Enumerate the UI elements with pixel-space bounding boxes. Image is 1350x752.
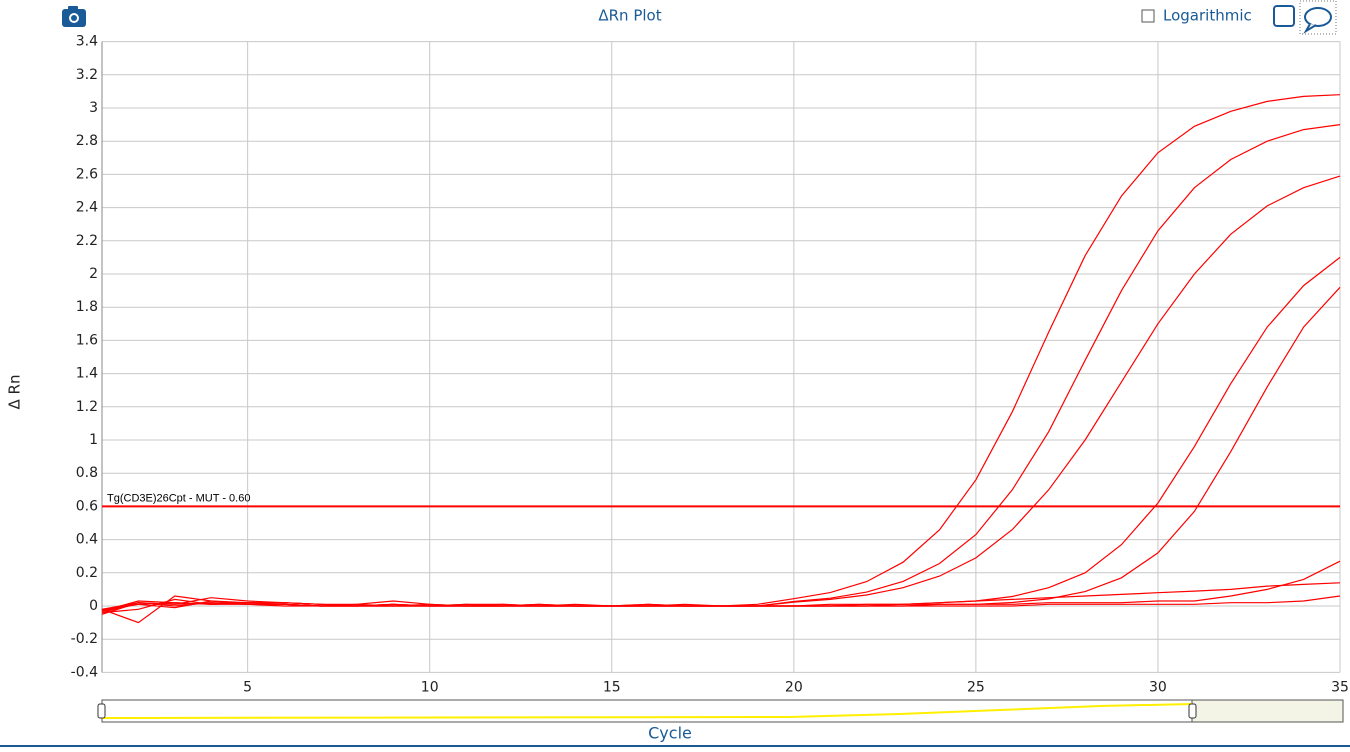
y-tick-label: 0.6 [76, 498, 98, 514]
amplification-curve [101, 560, 1341, 612]
camera-button[interactable] [62, 6, 86, 27]
y-tick-label: 3 [89, 100, 98, 116]
threshold-label: Tg(CD3E)26Cpt - MUT - 0.60 [107, 492, 250, 504]
y-tick-label: 0.4 [76, 532, 98, 548]
x-tick-label: 30 [1149, 679, 1167, 695]
y-axis-label: Δ Rn [6, 375, 24, 410]
x-tick-label: 20 [785, 679, 803, 695]
x-axis-label: Cycle [648, 724, 692, 743]
y-tick-label: 1 [89, 432, 98, 448]
x-tick-label: 10 [421, 679, 439, 695]
x-tick-label: 15 [603, 679, 621, 695]
log-checkbox[interactable] [1141, 9, 1155, 23]
y-tick-label: 2 [89, 266, 98, 282]
y-tick-label: 3.2 [76, 67, 98, 83]
amplification-curve [101, 595, 1341, 610]
y-tick-label: 2.8 [76, 133, 98, 149]
y-tick-label: 0.2 [76, 565, 98, 581]
y-tick-label: 1.4 [76, 366, 98, 382]
y-tick-label: 2.6 [76, 166, 98, 182]
amplification-curve [101, 175, 1341, 612]
amplification-curve [101, 124, 1341, 610]
y-tick-label: 2.4 [76, 200, 98, 216]
amplification-curve [101, 286, 1341, 615]
y-tick-label: 1.6 [76, 332, 98, 348]
y-tick-label: -0.2 [71, 631, 98, 647]
chart-title: ΔRn Plot [598, 7, 661, 25]
comment-button[interactable] [1299, 0, 1337, 35]
range-slider[interactable] [97, 699, 1344, 723]
log-label[interactable]: Logarithmic [1163, 7, 1252, 25]
y-tick-label: 0 [89, 598, 98, 614]
y-tick-label: 3.4 [76, 34, 98, 50]
x-tick-label: 5 [243, 679, 252, 695]
x-tick-label: 25 [967, 679, 985, 695]
y-tick-label: 1.8 [76, 299, 98, 315]
y-tick-label: 0.8 [76, 465, 98, 481]
y-tick-label: 1.2 [76, 399, 98, 415]
amplification-curve [101, 94, 1341, 614]
x-tick-label: 35 [1331, 679, 1349, 695]
y-tick-label: -0.4 [71, 664, 98, 680]
amplification-curve [101, 582, 1341, 614]
select-button[interactable] [1273, 5, 1295, 27]
y-tick-label: 2.2 [76, 233, 98, 249]
